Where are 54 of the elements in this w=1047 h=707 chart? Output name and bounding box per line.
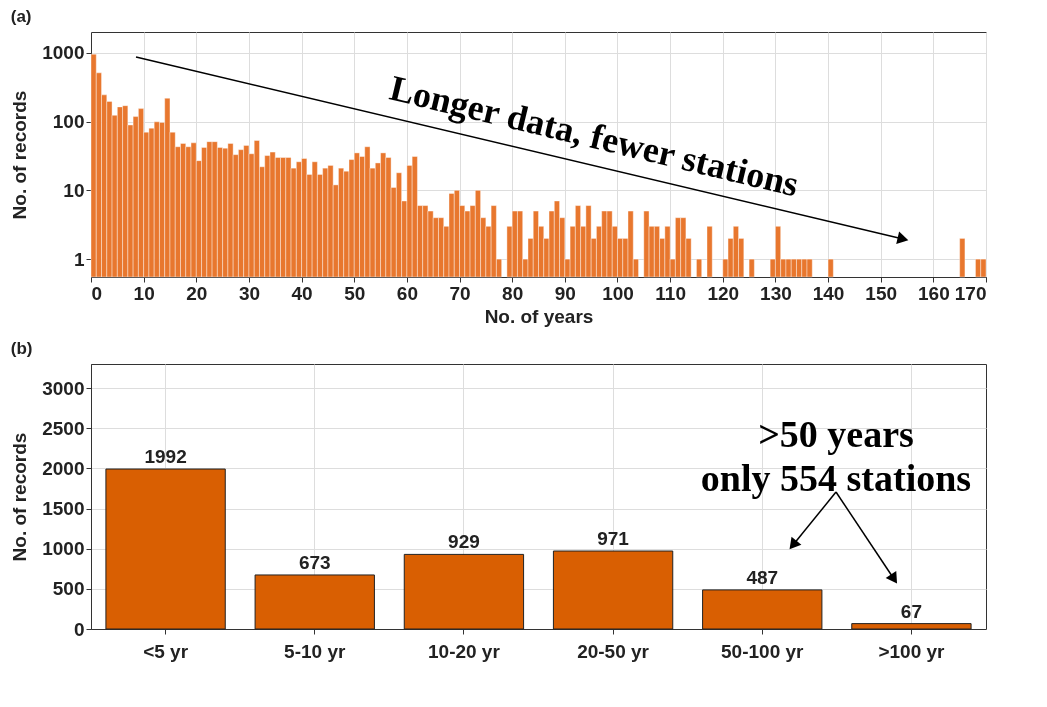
annotation: >50 years only 554 stations: [700, 413, 972, 499]
y-axis-title: No. of records: [9, 90, 31, 220]
y-tick-label: 10: [63, 179, 85, 201]
bar: [403, 553, 525, 630]
x-tick-label: 5-10 yr: [284, 640, 346, 662]
x-tick-label: 30: [238, 282, 261, 304]
y-tick-label: 0: [73, 618, 85, 640]
data-label: 929: [448, 531, 480, 553]
data-label: 1992: [144, 446, 187, 468]
y-tick-label: 1000: [42, 42, 85, 64]
x-tick-label: 100: [602, 282, 634, 304]
bar: [105, 468, 226, 630]
x-tick-label: 140: [812, 282, 845, 304]
bar: [851, 623, 972, 630]
data-label: 487: [746, 566, 779, 588]
y-axis-title: No. of records: [9, 432, 31, 562]
x-tick-label: 110: [655, 282, 686, 304]
x-tick-label: 80: [502, 282, 524, 304]
x-tick-label: 50-100 yr: [721, 640, 805, 662]
y-tick-label: 2500: [42, 417, 85, 439]
x-tick-label: 130: [760, 282, 792, 304]
x-tick-label: 150: [865, 282, 898, 304]
x-tick-label: <5 yr: [143, 640, 189, 662]
x-tick-label: 70: [449, 282, 471, 304]
data-label: 67: [900, 600, 922, 622]
chart-title: (a): [10, 7, 32, 26]
y-tick-label: 1000: [42, 538, 85, 560]
x-tick-label: 60: [396, 282, 418, 304]
y-tick-label: 3000: [42, 377, 85, 399]
bar: [552, 550, 674, 630]
y-tick-label: 1500: [42, 498, 85, 520]
y-tick-label: 1: [73, 248, 85, 270]
x-tick-label: 50: [344, 282, 366, 304]
bar: [702, 589, 823, 630]
y-tick-label: 100: [52, 111, 85, 133]
x-tick-label: >100 yr: [878, 640, 946, 662]
annotation: Longer data, fewer stations: [386, 67, 803, 205]
x-tick-label: 40: [291, 282, 313, 304]
data-label: 673: [298, 551, 331, 573]
y-tick-label: 2000: [42, 457, 85, 479]
x-tick-label: 0: [91, 282, 103, 304]
bar: [254, 574, 375, 630]
data-label: 971: [597, 528, 630, 550]
x-axis-title: No. of years: [484, 305, 594, 327]
x-tick-label: 20-50 yr: [577, 640, 650, 662]
x-tick-label: 120: [707, 282, 740, 304]
x-tick-label: 10: [133, 282, 155, 304]
y-tick-label: 500: [52, 578, 85, 600]
chart-title: (b): [10, 339, 33, 358]
x-tick-label: 160: [918, 282, 950, 304]
x-tick-label: 20: [186, 282, 208, 304]
x-tick-label: 90: [554, 282, 576, 304]
x-tick-label: 10-20 yr: [427, 640, 501, 662]
x-tick-label: 170: [954, 282, 987, 304]
